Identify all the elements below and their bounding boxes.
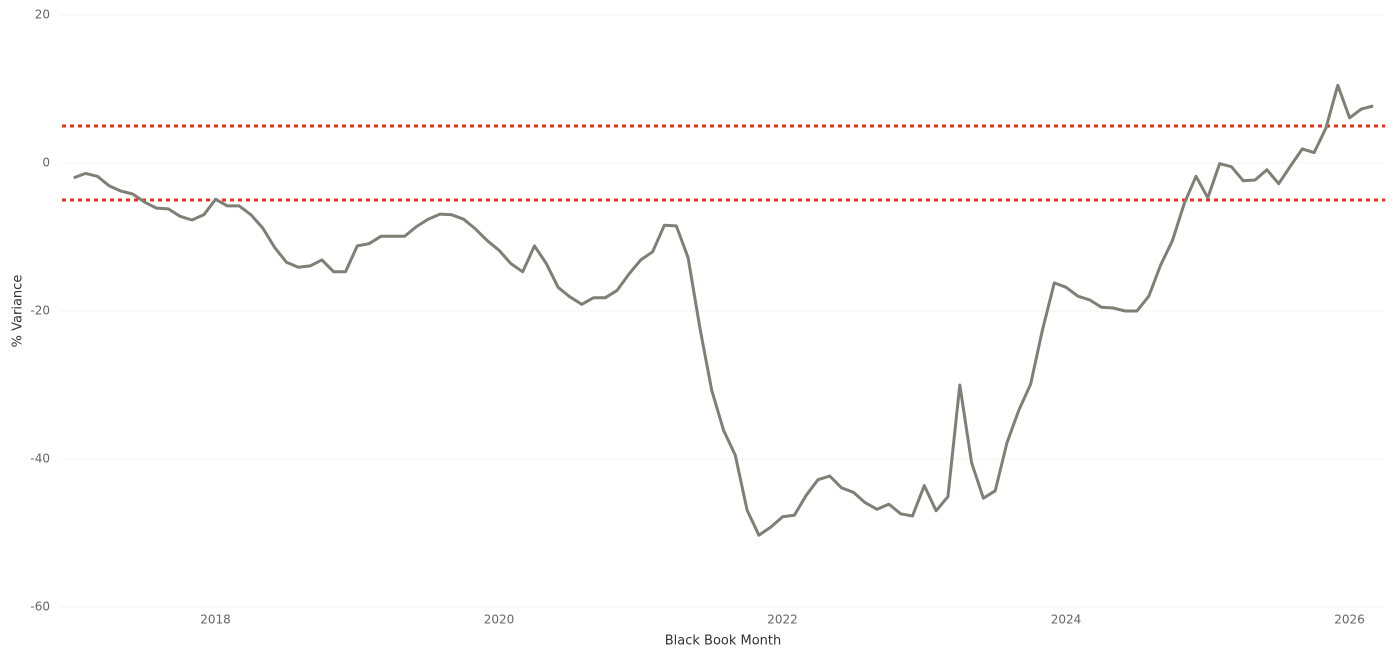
y-tick-label: -20 — [30, 304, 50, 318]
x-tick-label: 2026 — [1334, 613, 1365, 627]
y-axis-title: % Variance — [11, 275, 26, 348]
x-tick-label: 2020 — [484, 613, 515, 627]
x-tick-label: 2022 — [767, 613, 798, 627]
y-tick-label: -60 — [30, 600, 50, 614]
y-tick-label: 0 — [42, 156, 50, 170]
x-tick-label: 2018 — [200, 613, 231, 627]
y-tick-label: -40 — [30, 452, 50, 466]
y-tick-label: 20 — [35, 8, 50, 22]
x-axis-title: Black Book Month — [665, 634, 782, 649]
x-tick-label: 2024 — [1051, 613, 1082, 627]
data-line — [73, 83, 1374, 537]
